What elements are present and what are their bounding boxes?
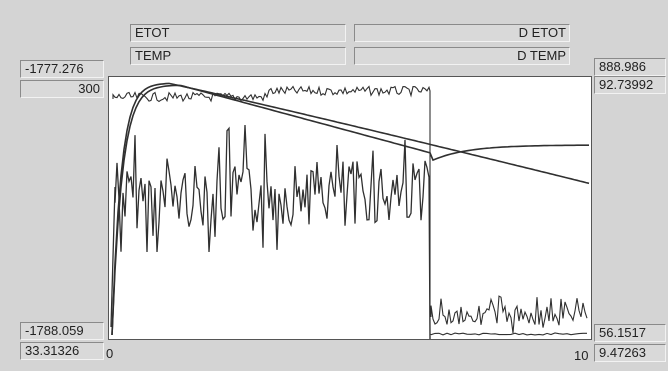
low-baseline-trace — [430, 332, 587, 336]
etot-min-value: -1788.059 — [25, 323, 84, 338]
detot-label: D ETOT — [518, 25, 566, 40]
temp-label-field: TEMP — [130, 47, 346, 65]
temp-max-field: 300 — [20, 80, 104, 98]
trajectory-plot-svg — [110, 82, 590, 339]
total-energy-band-trace — [112, 85, 431, 339]
detot-max-field: 888.986 — [594, 58, 666, 76]
temp-min-value: 33.31326 — [25, 343, 80, 358]
temp-min-field: 33.31326 — [20, 342, 104, 360]
trajectory-plot — [108, 76, 592, 340]
etot-max-value: -1777.276 — [25, 61, 84, 76]
etot-label-field: ETOT — [130, 24, 346, 42]
etot-max-field: -1777.276 — [20, 60, 104, 78]
dtemp-max-value: 92.73992 — [599, 77, 654, 92]
detot-min-value: 56.1517 — [599, 325, 646, 340]
temp-label: TEMP — [135, 48, 172, 63]
running-average-curve-a — [111, 84, 589, 336]
etot-label: ETOT — [135, 25, 170, 40]
etot-min-field: -1788.059 — [20, 322, 104, 340]
low-fluctuation-trace — [430, 295, 588, 334]
dtemp-label-field: D TEMP — [354, 47, 570, 65]
dtemp-min-field: 9.47263 — [594, 344, 666, 362]
detot-label-field: D ETOT — [354, 24, 570, 42]
dtemp-label: D TEMP — [517, 48, 566, 63]
x-axis-max-label: 10 — [574, 348, 589, 363]
running-average-curve-b — [111, 82, 590, 336]
dtemp-min-value: 9.47263 — [599, 345, 646, 360]
detot-min-field: 56.1517 — [594, 324, 666, 342]
temperature-fluctuation-trace — [110, 124, 431, 339]
detot-max-value: 888.986 — [599, 59, 646, 74]
temp-max-value: 300 — [78, 81, 100, 96]
dtemp-max-field: 92.73992 — [594, 76, 666, 94]
x-axis-min-label: 0 — [106, 346, 114, 361]
